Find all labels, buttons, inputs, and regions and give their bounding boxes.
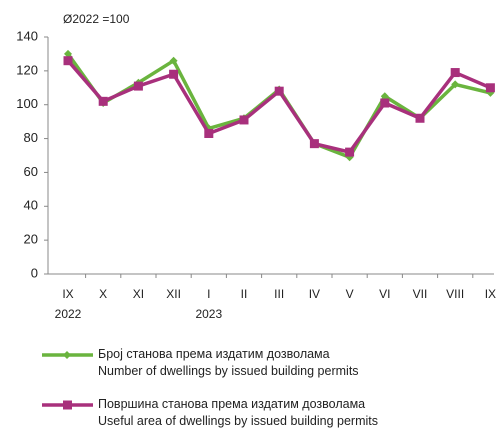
point	[450, 68, 460, 78]
x-tick-label: V	[345, 287, 354, 301]
y-tick-label: 60	[24, 164, 38, 179]
x-tick-label: XII	[166, 287, 181, 301]
legend-marker	[63, 351, 71, 359]
x-tick-label: III	[274, 287, 285, 301]
series-line	[66, 59, 492, 154]
x-tick-label: VII	[412, 287, 428, 301]
x-tick-label: IV	[308, 287, 321, 301]
point	[451, 80, 460, 89]
x-tick-label: IX 2022	[54, 287, 82, 321]
point	[63, 56, 73, 66]
point	[98, 96, 108, 106]
chart-subtitle: Ø2022 =100	[63, 12, 130, 26]
point	[64, 49, 72, 58]
y-tick-label: 0	[31, 265, 38, 280]
y-tick-label: 120	[16, 62, 38, 77]
x-tick-label: IX	[484, 287, 497, 301]
point	[380, 92, 389, 101]
x-tick-label: XI	[132, 287, 145, 301]
x-tick-label: I 2023	[195, 287, 223, 321]
y-tick-label: 140	[16, 28, 38, 43]
y-tick-label: 40	[24, 198, 38, 213]
y-tick-label: 100	[16, 96, 38, 111]
y-tick-label: 20	[24, 232, 38, 247]
x-tick-label: VIII	[446, 287, 465, 301]
x-tick-label: VI	[379, 287, 391, 301]
series-line	[66, 52, 491, 159]
y-tick-label: 80	[24, 130, 38, 145]
x-tick-label: X	[99, 287, 108, 301]
point	[380, 98, 390, 108]
x-tick-label: II	[240, 287, 248, 301]
point	[485, 83, 495, 93]
point	[345, 147, 355, 157]
point	[239, 115, 249, 125]
legend-label: Површина станова према издатим дозволама…	[98, 397, 379, 428]
point	[133, 81, 143, 91]
point	[309, 139, 319, 149]
point	[169, 56, 178, 65]
point	[415, 113, 425, 123]
point	[169, 69, 179, 79]
point	[204, 128, 214, 138]
point	[274, 86, 284, 96]
legend-label: Број станова према издатим дозволама Num…	[98, 347, 359, 378]
legend-marker	[63, 400, 72, 410]
